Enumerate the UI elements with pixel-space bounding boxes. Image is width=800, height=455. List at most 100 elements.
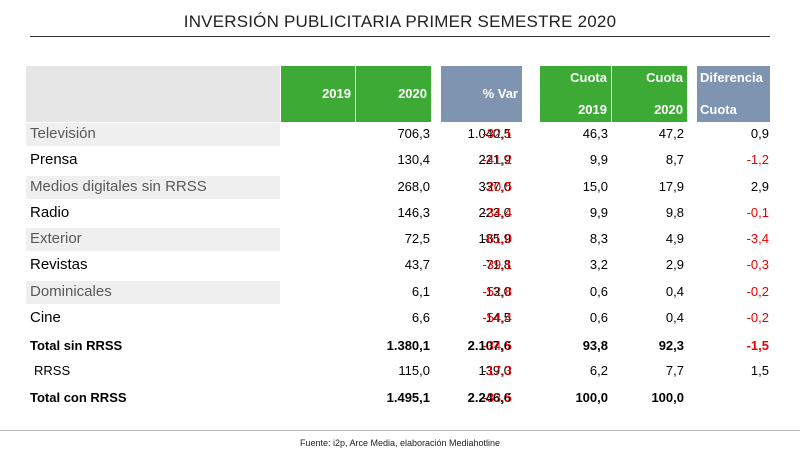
- cell-dif: -1,2: [746, 152, 769, 167]
- page-title: INVERSIÓN PUBLICITARIA PRIMER SEMESTRE 2…: [183, 12, 617, 31]
- header-cuota-2019-year: 2019: [578, 102, 607, 117]
- cell-y2020: 6,1: [411, 284, 430, 299]
- header-cuota-2020-label: Cuota: [646, 70, 683, 85]
- cell-y2020: 706,3: [397, 126, 430, 141]
- cell-c2020: 0,4: [665, 284, 684, 299]
- cell-y2020: 1.380,1: [386, 338, 430, 353]
- row-label: Dominicales: [30, 283, 112, 300]
- cell-var: -20,5: [482, 179, 512, 194]
- cell-dif: -3,4: [746, 231, 769, 246]
- cell-dif: 0,9: [750, 126, 769, 141]
- cell-var: -17,3: [482, 363, 512, 378]
- cell-y2020: 72,5: [404, 231, 430, 246]
- cell-dif: -0,1: [746, 205, 769, 220]
- cell-y2020: 1.495,1: [386, 390, 430, 405]
- cell-dif: -0,2: [746, 284, 769, 299]
- cell-var: -33,5: [482, 390, 512, 405]
- header-var: % Var: [441, 66, 522, 122]
- cell-c2020: 2,9: [665, 257, 684, 272]
- cell-y2019: 139,0: [478, 363, 511, 378]
- cell-y2019: 1.040,5: [467, 126, 511, 141]
- cell-c2020: 4,9: [665, 231, 684, 246]
- cell-c2019: 0,6: [589, 284, 608, 299]
- cell-y2020: 6,6: [411, 310, 430, 325]
- row-band: [26, 228, 280, 251]
- title-divider: [30, 36, 770, 37]
- cell-dif: -0,2: [746, 310, 769, 325]
- cell-var: -34,5: [482, 338, 512, 353]
- header-diferencia-sub: Cuota: [700, 102, 737, 117]
- cell-y2019: 221,9: [478, 152, 511, 167]
- cell-dif: -1,5: [746, 338, 769, 353]
- row-band: [26, 123, 280, 146]
- cell-c2019: 9,9: [589, 152, 608, 167]
- row-band: [26, 281, 280, 304]
- cell-c2020: 47,2: [658, 126, 684, 141]
- cell-c2020: 0,4: [665, 310, 684, 325]
- cell-dif: -0,3: [746, 257, 769, 272]
- cell-var: -54,4: [482, 310, 512, 325]
- header-cuota-2019-label: Cuota: [570, 70, 607, 85]
- cell-c2019: 93,8: [582, 338, 608, 353]
- header-var-label: % Var: [482, 86, 518, 101]
- cell-var: -32,1: [482, 126, 512, 141]
- cell-var: -52,8: [482, 284, 512, 299]
- header-cuota-2019: Cuota 2019: [540, 66, 611, 122]
- cell-y2019: 2.107,6: [467, 338, 511, 353]
- cell-y2019: 2.246,6: [467, 390, 511, 405]
- row-band: [26, 176, 280, 199]
- cell-var: -34,4: [482, 205, 512, 220]
- row-label: Televisión: [30, 125, 96, 142]
- cell-y2019: 337,0: [478, 179, 511, 194]
- row-label: RRSS: [34, 363, 71, 378]
- cell-c2019: 0,6: [589, 310, 608, 325]
- source-note: Fuente: i2p, Arce Media, elaboración Med…: [299, 438, 501, 448]
- row-label: Medios digitales sin RRSS: [30, 178, 207, 195]
- row-label: Exterior: [30, 230, 82, 247]
- cell-c2019: 15,0: [582, 179, 608, 194]
- row-label: Cine: [30, 309, 61, 326]
- header-label-cell: [26, 66, 280, 122]
- cell-y2019: 13,0: [485, 284, 511, 299]
- row-label: Prensa: [30, 151, 78, 168]
- header-diferencia-label: Diferencia: [700, 70, 763, 85]
- cell-dif: 1,5: [750, 363, 769, 378]
- cell-y2019: 14,5: [485, 310, 511, 325]
- footer-divider: [0, 430, 800, 431]
- cell-dif: 2,9: [750, 179, 769, 194]
- header-2019: 2019: [281, 66, 355, 122]
- cell-c2019: 8,3: [589, 231, 608, 246]
- header-2020-label: 2020: [398, 86, 427, 101]
- cell-var: -61,0: [482, 231, 512, 246]
- row-label: Total con RRSS: [30, 390, 127, 405]
- cell-c2020: 7,7: [665, 363, 684, 378]
- cell-c2019: 9,9: [589, 205, 608, 220]
- cell-y2019: 185,9: [478, 231, 511, 246]
- cell-y2020: 43,7: [404, 257, 430, 272]
- cell-y2020: 146,3: [397, 205, 430, 220]
- cell-y2020: 115,0: [398, 363, 430, 378]
- row-label: Revistas: [30, 256, 88, 273]
- cell-c2020: 100,0: [651, 390, 684, 405]
- cell-y2019: 71,8: [485, 257, 511, 272]
- header-cuota-2020-year: 2020: [654, 102, 683, 117]
- cell-c2019: 3,2: [589, 257, 608, 272]
- cell-c2019: 6,2: [589, 363, 608, 378]
- header-diferencia: Diferencia Cuota: [697, 66, 770, 122]
- header-2020: 2020: [356, 66, 431, 122]
- cell-dif: [699, 388, 769, 408]
- cell-c2020: 8,7: [665, 152, 684, 167]
- header-cuota-2020: Cuota 2020: [612, 66, 687, 122]
- cell-c2020: 17,9: [658, 179, 684, 194]
- header-2019-label: 2019: [322, 86, 351, 101]
- cell-c2019: 46,3: [582, 126, 608, 141]
- row-label: Total sin RRSS: [30, 338, 123, 353]
- cell-y2019: 223,0: [478, 205, 511, 220]
- cell-var: -39,1: [482, 257, 512, 272]
- cell-c2020: 9,8: [665, 205, 684, 220]
- cell-var: -41,2: [482, 152, 512, 167]
- cell-c2020: 92,3: [658, 338, 684, 353]
- cell-c2019: 100,0: [575, 390, 608, 405]
- row-label: Radio: [30, 204, 70, 221]
- cell-y2020: 130,4: [397, 152, 430, 167]
